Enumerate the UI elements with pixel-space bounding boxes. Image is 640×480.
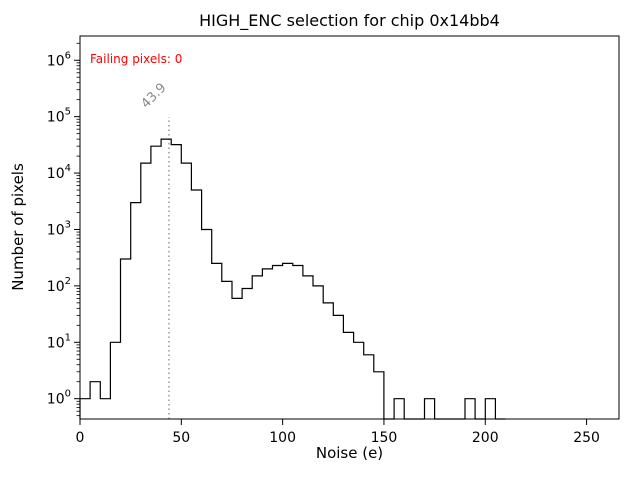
failing-pixels-annotation: Failing pixels: 0: [90, 52, 183, 66]
x-axis-label: Noise (e): [315, 444, 384, 462]
y-tick-label: 105: [47, 107, 71, 126]
x-tick-label: 250: [573, 430, 600, 446]
x-tick-label: 150: [371, 430, 398, 446]
y-tick-label: 106: [47, 50, 71, 69]
histogram-step-line: [79, 138, 506, 420]
x-tick-label: 200: [472, 430, 499, 446]
y-tick-label: 102: [47, 276, 71, 295]
y-tick-label: 103: [47, 219, 71, 238]
x-tick-label: 100: [269, 430, 296, 446]
x-tick-label: 0: [76, 430, 85, 446]
axes-frame: [79, 35, 620, 420]
y-tick-label: 100: [47, 389, 71, 408]
y-tick-label: 101: [47, 332, 71, 351]
x-tick-label: 50: [172, 430, 190, 446]
y-tick-label: 104: [47, 163, 71, 182]
y-axis-label: Number of pixels: [9, 163, 27, 291]
chart-title: HIGH_ENC selection for chip 0x14bb4: [199, 11, 500, 30]
